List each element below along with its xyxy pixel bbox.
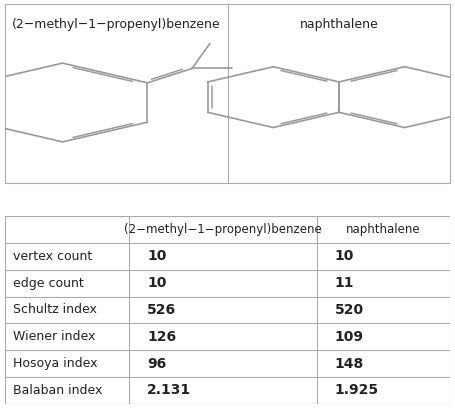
- Text: 10: 10: [147, 276, 167, 290]
- Text: 126: 126: [147, 330, 177, 344]
- Text: 520: 520: [334, 303, 364, 317]
- Text: naphthalene: naphthalene: [299, 18, 379, 31]
- Text: vertex count: vertex count: [14, 250, 93, 263]
- Text: Hosoya index: Hosoya index: [14, 357, 98, 370]
- Text: 109: 109: [334, 330, 364, 344]
- Text: 148: 148: [334, 357, 364, 370]
- Text: 11: 11: [334, 276, 354, 290]
- Text: 96: 96: [147, 357, 167, 370]
- Text: (2−methyl−1−propenyl)benzene: (2−methyl−1−propenyl)benzene: [12, 18, 220, 31]
- Text: 10: 10: [334, 249, 354, 263]
- Text: Balaban index: Balaban index: [14, 384, 103, 397]
- Text: Schultz index: Schultz index: [14, 304, 97, 317]
- Text: naphthalene: naphthalene: [346, 223, 421, 236]
- Text: 1.925: 1.925: [334, 384, 379, 397]
- Text: 10: 10: [147, 249, 167, 263]
- Text: edge count: edge count: [14, 277, 84, 290]
- FancyBboxPatch shape: [5, 4, 450, 183]
- Text: (2−methyl−1−propenyl)benzene: (2−methyl−1−propenyl)benzene: [124, 223, 322, 236]
- Text: 526: 526: [147, 303, 177, 317]
- Text: 2.131: 2.131: [147, 384, 192, 397]
- Text: Wiener index: Wiener index: [14, 330, 96, 343]
